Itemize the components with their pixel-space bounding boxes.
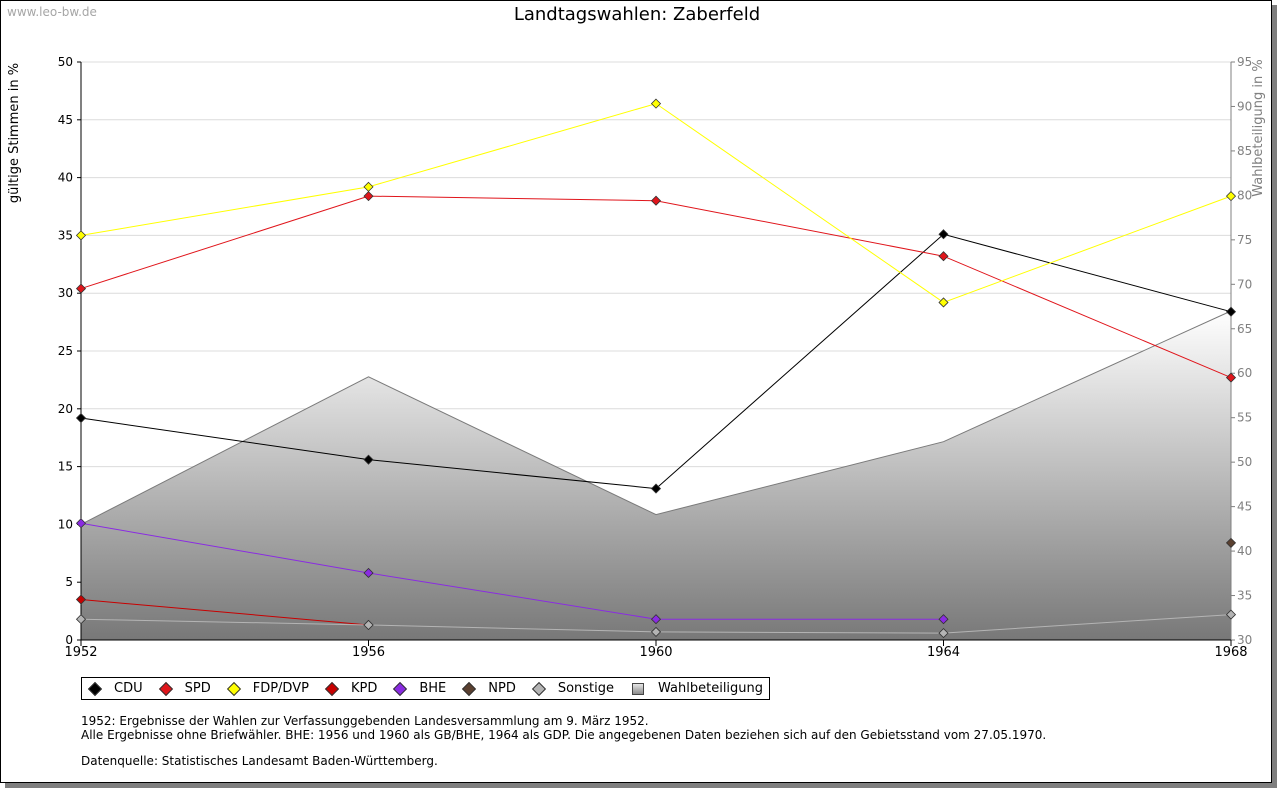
source-note: Datenquelle: Statistisches Landesamt Bad… bbox=[81, 754, 438, 768]
y2-tick-label: 85 bbox=[1237, 144, 1252, 158]
marker-npd bbox=[1225, 537, 1237, 548]
marker-fdp-dvp bbox=[650, 98, 662, 109]
legend-item: Wahlbeteiligung bbox=[632, 681, 763, 696]
y-tick-label: 0 bbox=[65, 633, 73, 647]
legend-marker bbox=[462, 681, 477, 696]
marker-sonstige bbox=[938, 627, 949, 639]
legend-label: SPD bbox=[184, 681, 211, 696]
y2-tick-label: 40 bbox=[1237, 544, 1252, 558]
y-tick-label: 50 bbox=[58, 55, 73, 69]
marker-bhe bbox=[363, 567, 374, 579]
y2-tick-label: 80 bbox=[1237, 188, 1252, 202]
y-tick-label: 20 bbox=[58, 402, 73, 416]
legend-marker bbox=[632, 682, 645, 695]
x-tick-label: 1964 bbox=[927, 645, 960, 660]
series-line-spd bbox=[80, 195, 1232, 379]
legend-item: Sonstige bbox=[531, 681, 615, 696]
axes: 0 5 10 15 20 25 30 35 40 45 50 30 35 40 45 50 55 60 65 70 75… bbox=[58, 55, 1253, 660]
legend-item: KPD bbox=[324, 681, 378, 696]
legend-marker bbox=[531, 681, 546, 696]
marker-sonstige bbox=[363, 619, 374, 631]
y2-tick-label: 35 bbox=[1237, 589, 1252, 603]
series-line-kpd bbox=[80, 599, 369, 626]
marker-cdu bbox=[938, 229, 949, 240]
marker-sonstige bbox=[1225, 609, 1237, 620]
marker-cdu bbox=[1225, 306, 1237, 317]
y2-tick-label: 75 bbox=[1237, 233, 1252, 247]
y2-tick-label: 95 bbox=[1237, 55, 1252, 69]
y-axis-label: gültige Stimmen in % bbox=[7, 63, 22, 203]
y-tick-label: 15 bbox=[58, 460, 73, 474]
legend-label: FDP/DVP bbox=[252, 681, 309, 696]
marker-spd bbox=[75, 283, 87, 294]
legend-label: NPD bbox=[488, 681, 516, 696]
series-line-bhe bbox=[80, 522, 944, 620]
marker-cdu bbox=[75, 412, 87, 424]
marker-spd bbox=[363, 191, 374, 202]
marker-cdu bbox=[650, 483, 662, 494]
marker-sonstige bbox=[75, 614, 87, 625]
legend-marker bbox=[87, 681, 103, 696]
y-tick-label: 10 bbox=[58, 517, 73, 531]
y-tick-label: 5 bbox=[65, 575, 73, 589]
y-tick-label: 40 bbox=[58, 171, 73, 185]
y2-tick-label: 30 bbox=[1237, 633, 1252, 647]
marker-bhe bbox=[75, 518, 87, 529]
marker-spd bbox=[1225, 372, 1237, 383]
marker-bhe bbox=[650, 614, 662, 625]
notes: 1952: Ergebnisse der Wahlen zur Verfassu… bbox=[81, 714, 1046, 768]
x-tick-label: 1956 bbox=[352, 645, 385, 660]
y2-tick-label: 90 bbox=[1237, 99, 1252, 113]
legend-item: CDU bbox=[87, 681, 143, 696]
legend-marker bbox=[393, 681, 408, 696]
y2-tick-label: 70 bbox=[1237, 277, 1252, 291]
legend-marker bbox=[158, 681, 173, 696]
legend-item: FDP/DVP bbox=[226, 681, 309, 696]
legend-item: NPD bbox=[462, 681, 516, 696]
note-line-2: Alle Ergebnisse ohne Briefwähler. BHE: 1… bbox=[81, 728, 1047, 742]
legend-item: BHE bbox=[393, 681, 447, 696]
y-tick-label: 35 bbox=[58, 228, 73, 242]
note-line-1: 1952: Ergebnisse der Wahlen zur Verfassu… bbox=[81, 714, 649, 728]
marker-spd bbox=[650, 195, 662, 206]
y2-axis-label: Wahlbeteiligung in % bbox=[1251, 59, 1266, 196]
marker-cdu bbox=[363, 454, 374, 465]
y-tick-label: 30 bbox=[58, 286, 73, 300]
turnout-area bbox=[81, 310, 1231, 640]
marker-fdp-dvp bbox=[1225, 191, 1237, 202]
y2-tick-label: 55 bbox=[1237, 411, 1252, 425]
y2-tick-label: 45 bbox=[1237, 500, 1252, 514]
legend: CDU SPD FDP/DVP KPD BHE NPD Sonstige Wahlbeteil… bbox=[81, 677, 771, 700]
legend-item: SPD bbox=[158, 681, 211, 696]
legend-label: Sonstige bbox=[557, 681, 615, 696]
marker-fdp-dvp bbox=[938, 297, 949, 308]
marker-kpd bbox=[75, 594, 87, 605]
y-tick-label: 25 bbox=[58, 344, 73, 358]
x-tick-label: 1952 bbox=[64, 645, 97, 660]
marker-bhe bbox=[938, 614, 949, 625]
legend-label: Wahlbeteiligung bbox=[658, 681, 764, 696]
y2-tick-label: 60 bbox=[1237, 366, 1252, 380]
legend-label: KPD bbox=[350, 681, 378, 696]
y2-tick-label: 65 bbox=[1237, 322, 1252, 336]
watermark: www.leo-bw.de bbox=[7, 5, 97, 19]
marker-fdp-dvp bbox=[75, 230, 87, 241]
legend-label: CDU bbox=[114, 681, 143, 696]
legend-label: BHE bbox=[419, 681, 447, 696]
turnout-line bbox=[80, 310, 1232, 525]
y2-tick-label: 50 bbox=[1237, 455, 1252, 469]
chart-title: Landtagswahlen: Zaberfeld bbox=[513, 4, 761, 25]
legend-marker bbox=[324, 681, 340, 696]
turnout-area-group bbox=[80, 310, 1232, 640]
x-tick-label: 1968 bbox=[1214, 645, 1247, 660]
series-markers bbox=[75, 98, 1237, 639]
legend-marker bbox=[226, 681, 241, 696]
marker-spd bbox=[938, 251, 949, 262]
x-tick-label: 1960 bbox=[639, 645, 672, 660]
marker-fdp-dvp bbox=[363, 181, 374, 192]
y-tick-label: 45 bbox=[58, 113, 73, 127]
marker-sonstige bbox=[650, 626, 662, 637]
